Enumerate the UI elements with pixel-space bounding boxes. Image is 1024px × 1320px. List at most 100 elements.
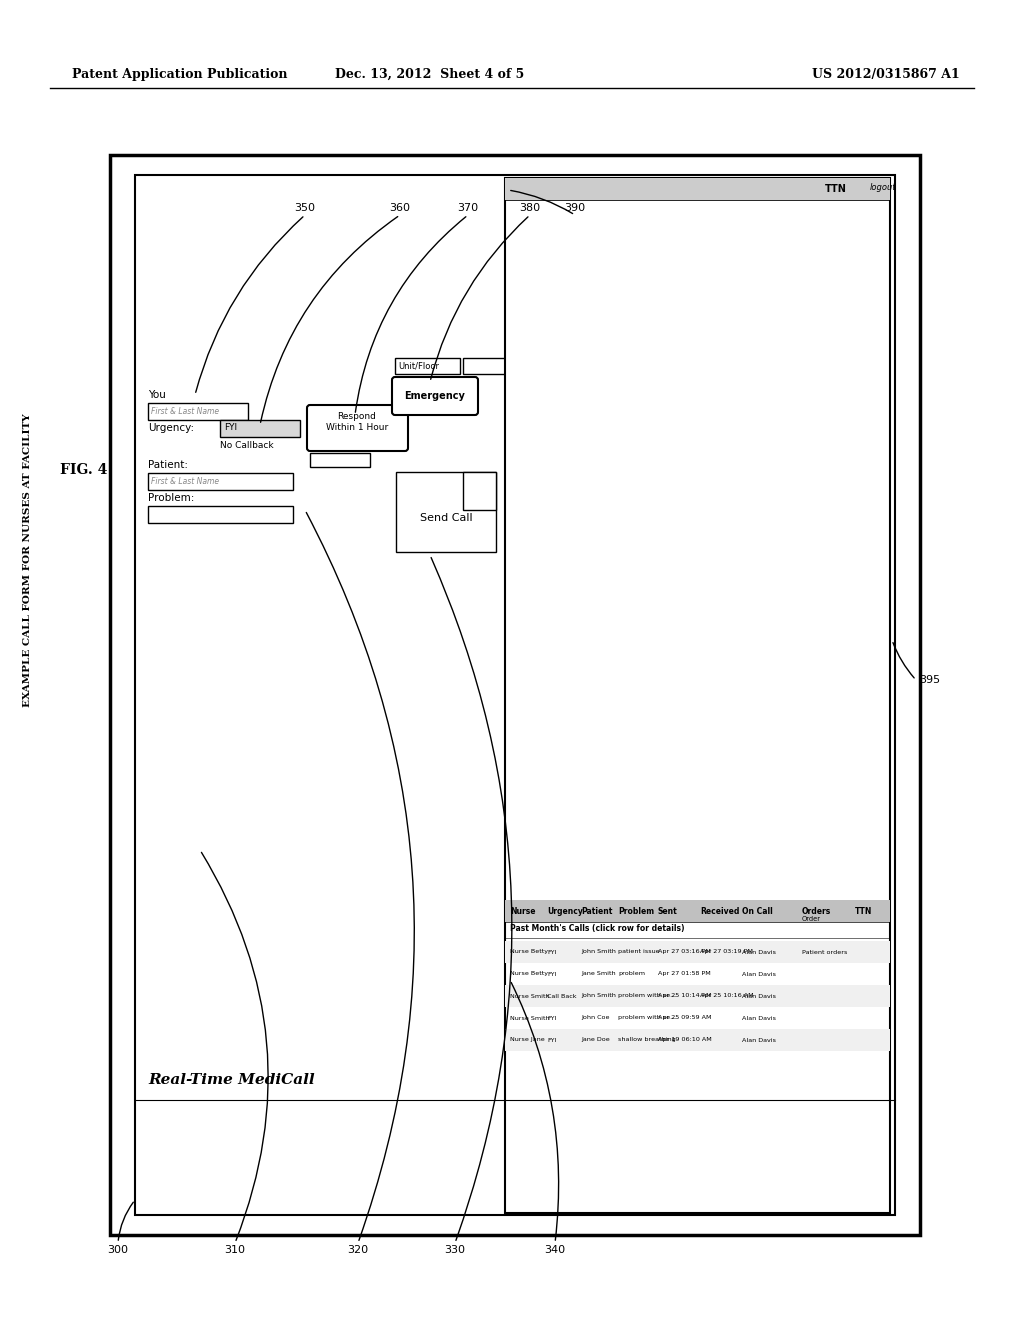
Text: 310: 310 — [224, 1245, 246, 1255]
Bar — [148, 473, 293, 490]
Text: Problem:: Problem: — [148, 492, 195, 503]
FancyArrowPatch shape — [431, 216, 528, 379]
Text: Apr 27 03:16 PM: Apr 27 03:16 PM — [658, 949, 711, 954]
Bar — [220, 420, 300, 437]
Text: shallow breathing: shallow breathing — [618, 1038, 676, 1043]
Text: John Smith: John Smith — [581, 949, 615, 954]
Text: Patient: Patient — [581, 907, 612, 916]
Text: Unit/Floor: Unit/Floor — [398, 362, 439, 371]
Bar — [463, 473, 496, 510]
Text: problem with se...: problem with se... — [618, 1015, 676, 1020]
Bar — [310, 453, 370, 467]
Text: FYI: FYI — [547, 949, 556, 954]
Bar — [505, 941, 890, 964]
Bar — [395, 358, 460, 374]
Text: Dec. 13, 2012  Sheet 4 of 5: Dec. 13, 2012 Sheet 4 of 5 — [336, 69, 524, 81]
Text: 340: 340 — [545, 1245, 565, 1255]
Text: No Callback: No Callback — [220, 441, 273, 450]
Text: Order: Order — [802, 916, 821, 921]
Text: Apr 25 09:59 AM: Apr 25 09:59 AM — [658, 1015, 712, 1020]
Text: US 2012/0315867 A1: US 2012/0315867 A1 — [812, 69, 961, 81]
Bar — [505, 985, 890, 1007]
Text: FYI: FYI — [547, 1038, 556, 1043]
Text: patient issue: patient issue — [618, 949, 659, 954]
FancyBboxPatch shape — [307, 405, 408, 451]
Text: logout: logout — [870, 183, 896, 191]
FancyArrowPatch shape — [893, 643, 914, 678]
FancyBboxPatch shape — [392, 378, 478, 414]
Text: 390: 390 — [564, 203, 586, 213]
Text: 300: 300 — [108, 1245, 128, 1255]
Text: You: You — [148, 389, 166, 400]
Text: Sent: Sent — [658, 907, 678, 916]
Text: Apr 27 01:58 PM: Apr 27 01:58 PM — [658, 972, 711, 977]
FancyArrowPatch shape — [119, 1203, 133, 1241]
Text: 350: 350 — [295, 203, 315, 213]
Text: FYI: FYI — [224, 424, 238, 433]
Text: Alan Davis: Alan Davis — [742, 994, 776, 998]
Text: Patient orders: Patient orders — [802, 949, 848, 954]
Text: First & Last Name: First & Last Name — [151, 407, 219, 416]
Bar — [110, 154, 920, 1236]
Text: Urgency:: Urgency: — [148, 422, 195, 433]
Text: 380: 380 — [519, 203, 541, 213]
Text: Alan Davis: Alan Davis — [742, 949, 776, 954]
Text: EXAMPLE CALL FORM FOR NURSES AT FACILITY: EXAMPLE CALL FORM FOR NURSES AT FACILITY — [24, 413, 33, 706]
Text: FYI: FYI — [547, 972, 556, 977]
Text: Send Call: Send Call — [420, 513, 472, 523]
Text: Respond
Within 1 Hour: Respond Within 1 Hour — [326, 412, 388, 432]
FancyArrowPatch shape — [202, 853, 268, 1241]
Bar — [505, 178, 890, 201]
Text: On Call: On Call — [742, 907, 773, 916]
Text: Received: Received — [700, 907, 739, 916]
Text: Alan Davis: Alan Davis — [742, 1038, 776, 1043]
Bar — [505, 1030, 890, 1051]
Text: Emergency: Emergency — [404, 391, 466, 401]
Text: Patent Application Publication: Patent Application Publication — [72, 69, 288, 81]
Text: Apr 25 10:16 AM: Apr 25 10:16 AM — [700, 994, 754, 998]
FancyArrowPatch shape — [306, 512, 415, 1241]
Text: Real-Time MediCall: Real-Time MediCall — [148, 1073, 314, 1086]
Text: problem with se...: problem with se... — [618, 994, 676, 998]
Text: First & Last Name: First & Last Name — [151, 477, 219, 486]
Text: problem: problem — [618, 972, 645, 977]
Text: Nurse Smith: Nurse Smith — [510, 1015, 550, 1020]
FancyArrowPatch shape — [511, 190, 572, 214]
Bar — [505, 178, 890, 1213]
Text: John Smith: John Smith — [581, 994, 615, 998]
Bar — [135, 176, 895, 1214]
FancyArrowPatch shape — [511, 982, 559, 1241]
Text: TTN: TTN — [855, 907, 872, 916]
Text: Apr 25 10:14 AM: Apr 25 10:14 AM — [658, 994, 712, 998]
Text: Nurse Betty: Nurse Betty — [510, 949, 548, 954]
Text: 370: 370 — [458, 203, 478, 213]
FancyArrowPatch shape — [196, 216, 303, 392]
Text: Apr 19 06:10 AM: Apr 19 06:10 AM — [658, 1038, 712, 1043]
Text: FIG. 4: FIG. 4 — [60, 463, 108, 477]
Text: Problem: Problem — [618, 907, 654, 916]
Text: FYI: FYI — [547, 1015, 556, 1020]
Bar — [505, 900, 890, 921]
Text: Apr 27 03:19 PM: Apr 27 03:19 PM — [700, 949, 753, 954]
Text: Nurse Betty: Nurse Betty — [510, 972, 548, 977]
FancyArrowPatch shape — [431, 557, 512, 1241]
Text: 360: 360 — [389, 203, 411, 213]
Text: Alan Davis: Alan Davis — [742, 1015, 776, 1020]
Text: 330: 330 — [444, 1245, 466, 1255]
Bar — [463, 358, 505, 374]
Text: Alan Davis: Alan Davis — [742, 972, 776, 977]
Bar — [148, 506, 293, 523]
Text: Jane Doe: Jane Doe — [581, 1038, 609, 1043]
FancyArrowPatch shape — [355, 216, 466, 412]
Text: John Coe: John Coe — [581, 1015, 609, 1020]
Bar — [396, 473, 496, 552]
Text: Patient:: Patient: — [148, 459, 188, 470]
Text: TTN: TTN — [825, 183, 847, 194]
Text: Nurse: Nurse — [510, 907, 536, 916]
Text: Call Back: Call Back — [547, 994, 577, 998]
Text: Nurse Jane: Nurse Jane — [510, 1038, 545, 1043]
Text: 320: 320 — [347, 1245, 369, 1255]
Text: Orders: Orders — [802, 907, 831, 916]
Text: Urgency: Urgency — [547, 907, 583, 916]
Text: Nurse Smith: Nurse Smith — [510, 994, 550, 998]
